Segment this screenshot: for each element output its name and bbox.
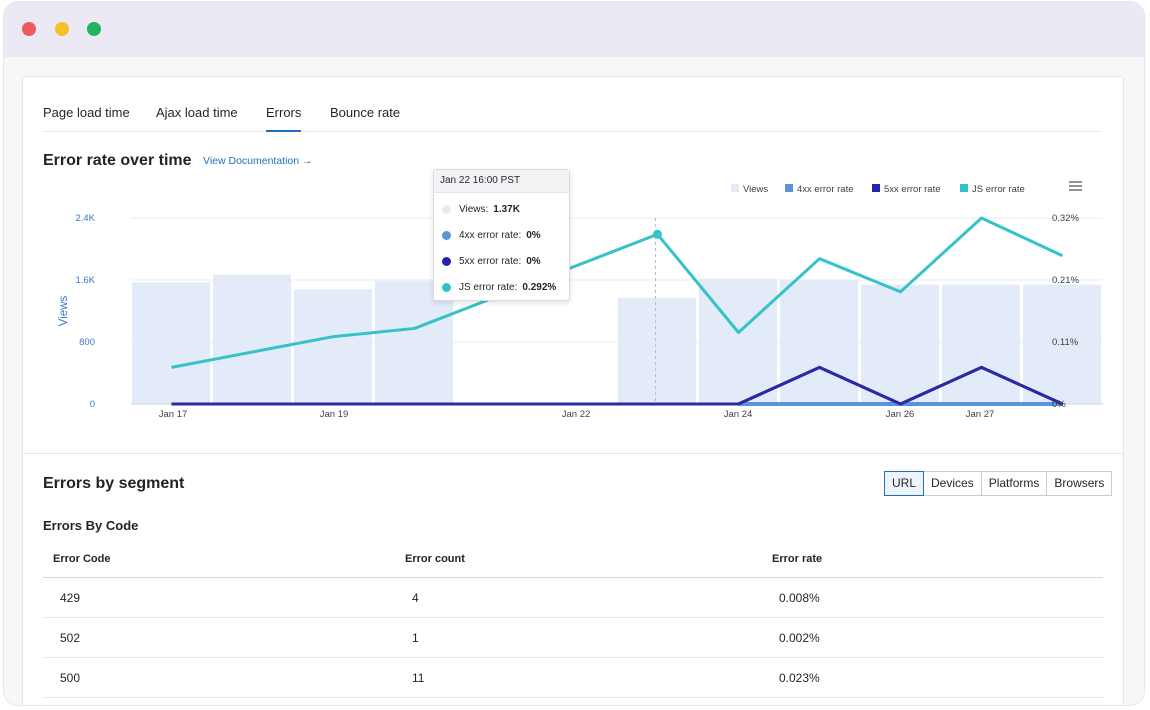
hover-point (653, 229, 662, 239)
legend-label: 4xx error rate (797, 184, 854, 195)
col-error-count[interactable]: Error count (405, 553, 465, 565)
segment-title: Errors by segment (43, 475, 185, 492)
y-tick-label: 0 (90, 399, 95, 410)
tooltip-header: Jan 22 16:00 PST (434, 170, 569, 193)
views-swatch-icon (442, 204, 451, 214)
cell-code: 429 (60, 591, 81, 605)
filter-browsers[interactable]: Browsers (1046, 471, 1113, 496)
views-bar (294, 289, 372, 404)
legend-label: 5xx error rate (884, 184, 941, 195)
col-error-code[interactable]: Error Code (53, 553, 111, 565)
filter-platforms[interactable]: Platforms (980, 471, 1048, 496)
y-tick-label: 1.6K (75, 275, 95, 286)
filter-url[interactable]: URL (884, 471, 925, 496)
views-bar (375, 280, 453, 404)
views-bar (780, 280, 858, 404)
errors-panel: Page load time Ajax load time Errors Bou… (22, 76, 1124, 705)
x-tick-label: Jan 22 (562, 409, 591, 420)
legend-swatch (731, 184, 739, 192)
hamburger-menu-icon[interactable] (1066, 177, 1085, 194)
4xx-swatch-icon (442, 230, 451, 240)
table-row[interactable]: 502 1 0.002% (43, 618, 1103, 658)
cell-code: 500 (60, 671, 81, 685)
table-header: Error Code Error count Error rate (43, 545, 1103, 578)
legend-swatch (960, 184, 968, 192)
tooltip-row-4xx: 4xx error rate: 0% (442, 229, 541, 243)
tab-errors[interactable]: Errors (266, 105, 302, 132)
cell-rate: 0.023% (779, 671, 820, 685)
maximize-window-button[interactable] (87, 22, 101, 36)
metric-tabs: Page load time Ajax load time Errors Bou… (43, 105, 1101, 132)
y2-tick-label: 0.11% (1052, 337, 1079, 348)
cell-count: 11 (412, 671, 425, 685)
tab-ajax-load-time[interactable]: Ajax load time (156, 105, 238, 120)
y2-tick-label: 0% (1052, 399, 1066, 410)
legend-label: Views (743, 184, 768, 195)
y2-tick-label: 0.21% (1052, 275, 1079, 286)
views-bar (213, 274, 291, 404)
x-tick-label: Jan 24 (724, 409, 753, 420)
view-documentation-link[interactable]: View Documentation → (203, 155, 313, 167)
chart-tooltip: Jan 22 16:00 PST Views: 1.37K 4xx error r… (433, 169, 570, 301)
errors-by-code-title: Errors By Code (43, 518, 139, 533)
x-tick-label: Jan 17 (159, 409, 188, 420)
close-window-button[interactable] (22, 22, 36, 36)
cell-code: 502 (60, 631, 81, 645)
table-row[interactable]: 429 4 0.008% (43, 578, 1103, 618)
chart-title: Error rate over time (43, 152, 192, 169)
legend-swatch (872, 184, 880, 192)
views-bar (942, 284, 1020, 404)
tab-page-load-time[interactable]: Page load time (43, 105, 130, 120)
y-tick-label: 2.4K (75, 213, 95, 224)
col-error-rate[interactable]: Error rate (772, 553, 823, 565)
cell-rate: 0.002% (779, 631, 820, 645)
error-rate-chart: 0 800 1.6K 2.4K 0% 0.11% 0.21% 0.32% Views Jan 17… (58, 177, 1103, 420)
y-axis-label: Views (58, 296, 70, 327)
tab-bounce-rate[interactable]: Bounce rate (330, 105, 401, 120)
y-tick-label: 800 (79, 337, 95, 348)
cell-rate: 0.008% (779, 591, 820, 605)
section-divider (23, 453, 1123, 454)
app-window: Page load time Ajax load time Errors Bou… (4, 2, 1144, 705)
x-tick-label: Jan 27 (966, 409, 995, 420)
x-tick-label: Jan 19 (320, 409, 349, 420)
filter-devices[interactable]: Devices (923, 471, 982, 496)
legend-swatch (785, 184, 793, 192)
js-swatch-icon (442, 282, 451, 292)
y2-tick-label: 0.32% (1052, 213, 1079, 224)
minimize-window-button[interactable] (55, 22, 69, 36)
legend-label: JS error rate (972, 184, 1025, 195)
5xx-swatch-icon (442, 256, 451, 266)
views-bar (1023, 284, 1101, 404)
cell-count: 1 (412, 631, 419, 645)
segment-filter-group: URL Devices Platforms Browsers (884, 471, 1113, 496)
errors-table: Error Code Error count Error rate 429 4 … (43, 545, 1103, 698)
tooltip-row-views: Views: 1.37K (442, 203, 520, 217)
views-bar (132, 282, 210, 404)
window-titlebar (4, 2, 1144, 57)
cell-count: 4 (412, 591, 419, 605)
x-tick-label: Jan 26 (886, 409, 915, 420)
views-bar (618, 297, 696, 404)
5xx-error-rate-line (171, 365, 1064, 406)
tooltip-row-5xx: 5xx error rate: 0% (442, 255, 541, 269)
tooltip-row-js: JS error rate: 0.292% (442, 281, 556, 295)
js-error-rate-line (171, 216, 1064, 369)
table-row[interactable]: 500 11 0.023% (43, 658, 1103, 698)
views-bar (861, 284, 939, 404)
